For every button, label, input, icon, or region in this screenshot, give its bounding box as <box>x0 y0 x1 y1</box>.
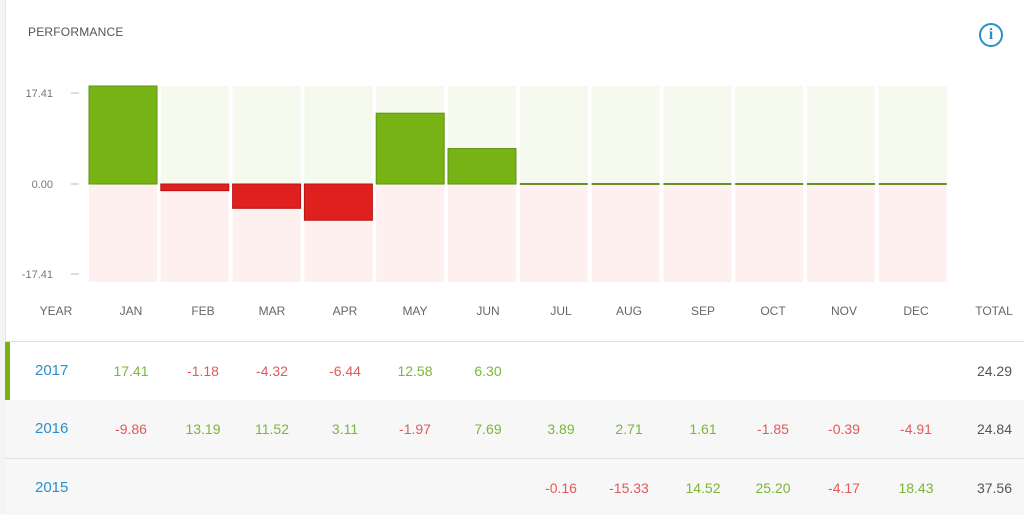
column-bg-positive <box>807 86 875 184</box>
header-jan: JAN <box>119 304 143 318</box>
header-oct: OCT <box>760 304 786 318</box>
column-bg-negative <box>448 184 516 282</box>
bar-may <box>375 112 445 185</box>
selected-row-indicator <box>5 342 10 400</box>
row-cell: 25.20 <box>755 480 791 496</box>
column-bg-negative <box>807 184 875 282</box>
page-left-edge <box>0 0 6 514</box>
column-bg-positive <box>160 86 229 184</box>
y-tick-label: 0.00 <box>32 179 53 191</box>
row-cell: -4.32 <box>256 363 288 379</box>
header-apr: APR <box>332 304 358 318</box>
bar-feb <box>160 183 230 192</box>
row-cell: 17.41 <box>113 363 149 379</box>
header-sep: SEP <box>690 304 715 318</box>
info-icon[interactable]: i <box>979 23 1003 47</box>
row-cell: -0.16 <box>545 480 577 496</box>
bar-jun <box>447 148 517 185</box>
row-cell: 3.89 <box>547 421 575 437</box>
column-bg-positive <box>878 86 947 184</box>
row-cell: 2.71 <box>615 421 643 437</box>
row-year[interactable]: 2015 <box>35 479 69 496</box>
column-bg-positive <box>519 86 588 184</box>
bar-dec <box>878 183 947 185</box>
page-title: PERFORMANCE <box>28 25 124 39</box>
row-cell: 7.69 <box>474 421 502 437</box>
header-may: MAY <box>402 304 428 318</box>
table-row[interactable]: 2017 17.41 -1.18 -4.32 -6.44 12.58 6.30 24.29 <box>5 341 1024 401</box>
row-cell: -1.85 <box>757 421 789 437</box>
row-total: 37.56 <box>976 480 1012 496</box>
row-cell: 6.30 <box>474 363 502 379</box>
column-bg-positive <box>232 86 301 184</box>
header-feb: FEB <box>191 304 215 318</box>
row-year[interactable]: 2016 <box>35 420 69 437</box>
table-row[interactable]: 2016 -9.86 13.19 11.52 3.11 -1.97 7.69 3.89 2.71… <box>5 400 1024 458</box>
row-cell: 14.52 <box>685 480 721 496</box>
y-tick-label: 17.41 <box>25 88 53 100</box>
row-cell: -15.33 <box>609 480 649 496</box>
row-cell: -6.44 <box>329 363 361 379</box>
row-cell: 11.52 <box>255 421 289 437</box>
bar-apr <box>303 183 373 221</box>
column-bg-positive <box>663 86 732 184</box>
header-total: TOTAL <box>975 304 1013 318</box>
header-jul: JUL <box>550 304 572 318</box>
header-jun: JUN <box>476 304 500 318</box>
column-bg-negative <box>89 184 157 282</box>
column-bg-positive <box>735 86 804 184</box>
row-cell: -0.39 <box>828 421 860 437</box>
column-bg-negative <box>519 184 588 282</box>
header-year: YEAR <box>39 304 73 318</box>
row-year[interactable]: 2017 <box>35 362 69 379</box>
row-total: 24.84 <box>976 421 1012 437</box>
header-aug: AUG <box>615 304 642 318</box>
header-mar: MAR <box>258 304 286 318</box>
header-dec: DEC <box>903 304 929 318</box>
column-bg-positive <box>591 86 660 184</box>
row-cell: 12.58 <box>397 363 433 379</box>
column-bg-negative <box>663 184 732 282</box>
column-bg-negative <box>878 184 947 282</box>
bar-mar <box>232 183 302 209</box>
row-cell: -4.17 <box>828 480 860 496</box>
row-cell: 3.11 <box>331 421 359 437</box>
row-cell: 18.43 <box>898 480 934 496</box>
row-cell: 1.61 <box>689 421 717 437</box>
row-cell: -4.91 <box>900 421 932 437</box>
column-bg-negative <box>591 184 660 282</box>
bar-oct <box>735 183 804 185</box>
row-cell: -9.86 <box>115 421 147 437</box>
header-nov: NOV <box>830 304 857 318</box>
bar-nov <box>807 183 875 185</box>
column-bg-negative <box>376 184 445 282</box>
row-cell: -1.18 <box>187 363 219 379</box>
row-cell: -1.97 <box>399 421 431 437</box>
bar-sep <box>663 183 732 185</box>
performance-chart: 17.41 0.00 -17.41 <box>22 85 947 282</box>
row-total: 24.29 <box>976 363 1012 379</box>
table-row[interactable]: 2015 -0.16 -15.33 14.52 25.20 -4.17 18.43 37.56 <box>5 458 1024 515</box>
column-bg-negative <box>735 184 804 282</box>
column-bg-negative <box>160 184 229 282</box>
bar-jul <box>519 183 588 185</box>
bar-jan <box>88 85 158 185</box>
bar-aug <box>591 183 660 185</box>
column-bg-positive <box>304 86 373 184</box>
row-cell: 13.19 <box>185 421 221 437</box>
y-tick-label: -17.41 <box>22 269 53 281</box>
